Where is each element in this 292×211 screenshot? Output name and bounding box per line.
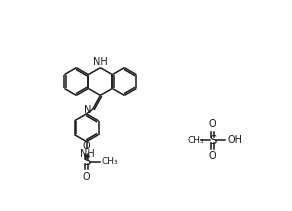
Text: N: N — [84, 105, 91, 115]
Text: O: O — [209, 119, 217, 129]
Text: NH: NH — [93, 57, 108, 66]
Text: S: S — [83, 155, 90, 168]
Text: O: O — [209, 151, 217, 161]
Text: CH₃: CH₃ — [102, 157, 119, 166]
Text: NH: NH — [80, 149, 95, 159]
Text: OH: OH — [227, 135, 242, 145]
Text: CH₃: CH₃ — [187, 135, 204, 145]
Text: O: O — [83, 141, 90, 151]
Text: S: S — [209, 134, 216, 147]
Text: O: O — [83, 172, 90, 182]
